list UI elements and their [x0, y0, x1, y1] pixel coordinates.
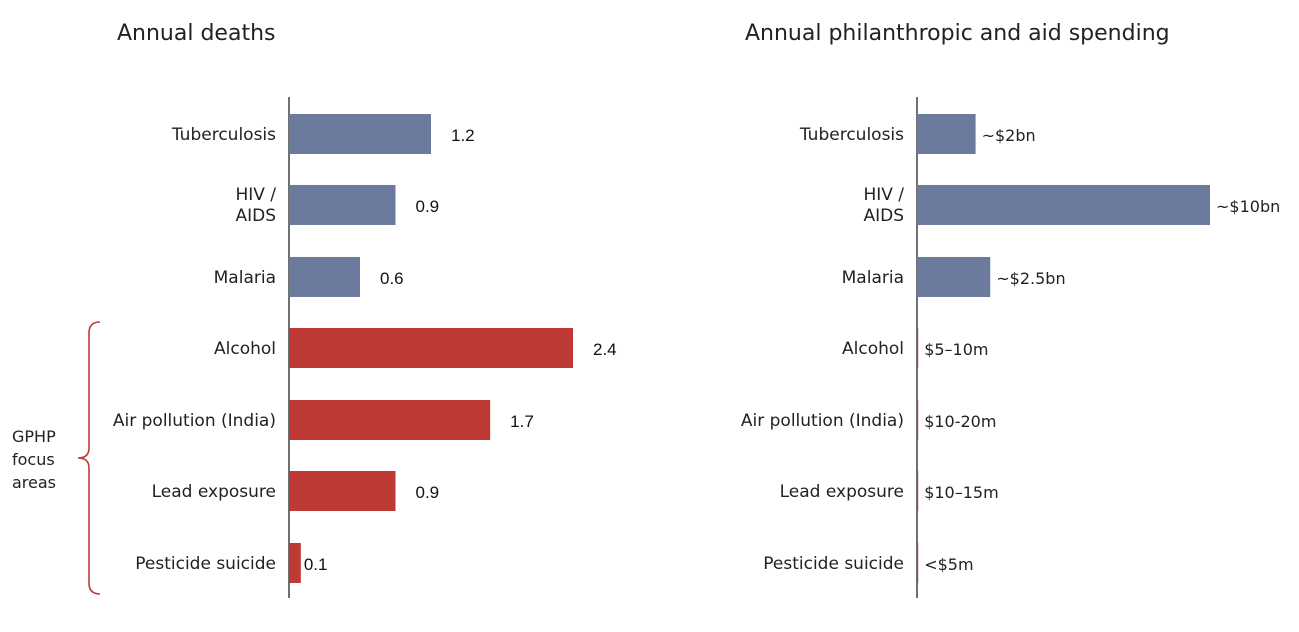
focus-areas-label: GPHP — [12, 427, 56, 446]
deaths-bar — [289, 543, 301, 583]
deaths-data-label: 1.7 — [510, 412, 534, 431]
deaths-bar — [289, 185, 396, 225]
spending-bar — [917, 257, 991, 297]
spending-bar — [917, 185, 1210, 225]
deaths-data-label: 0.6 — [380, 269, 404, 288]
spending-category-label: Lead exposure — [780, 482, 904, 502]
focus-bracket — [77, 321, 101, 595]
deaths-data-label: 0.9 — [416, 483, 440, 502]
spending-bar — [917, 400, 919, 440]
spending-category-label: Alcohol — [842, 339, 904, 359]
deaths-bar — [289, 400, 491, 440]
focus-areas-label: areas — [12, 473, 56, 492]
deaths-data-label: 2.4 — [593, 340, 617, 359]
deaths-data-label: 1.2 — [451, 126, 475, 145]
spending-data-label: <$5m — [924, 555, 973, 574]
focus-areas-annotation: GPHP focus areas — [12, 321, 101, 595]
focus-areas-label: focus — [12, 450, 55, 469]
spending-data-label: ~$2.5bn — [996, 269, 1065, 288]
spending-data-label: $5–10m — [924, 340, 988, 359]
deaths-bar — [289, 257, 360, 297]
deaths-category-label: Pesticide suicide — [135, 554, 276, 574]
deaths-chart-title: Annual deaths — [117, 21, 275, 46]
deaths-bar — [289, 328, 573, 368]
spending-data-label: ~$2bn — [982, 126, 1036, 145]
spending-data-label: $10–15m — [924, 483, 998, 502]
spending-bar — [917, 114, 976, 154]
spending-category-label: HIV / AIDS — [863, 185, 904, 226]
spending-data-label: $10-20m — [924, 412, 996, 431]
deaths-category-label: Tuberculosis — [171, 125, 276, 145]
spending-category-label: Air pollution (India) — [741, 411, 904, 431]
spending-category-label: Malaria — [842, 268, 904, 288]
deaths-category-label: Malaria — [214, 268, 276, 288]
spending-data-label: ~$10bn — [1216, 197, 1280, 216]
spending-panel: Annual philanthropic and aid spending Tub… — [741, 21, 1280, 598]
spending-bar — [917, 471, 919, 511]
spending-bar — [917, 328, 919, 368]
deaths-category-label: Alcohol — [214, 339, 276, 359]
deaths-data-label: 0.1 — [304, 555, 328, 574]
deaths-category-label: HIV / AIDS — [235, 185, 276, 226]
deaths-bar — [289, 471, 396, 511]
deaths-category-label: Air pollution (India) — [113, 411, 276, 431]
deaths-category-label: Lead exposure — [152, 482, 276, 502]
deaths-panel: Annual deaths Tuberculosis 1.2 HIV / AIDS 0.9… — [113, 21, 617, 598]
deaths-data-label: 0.9 — [416, 197, 440, 216]
spending-category-label: Tuberculosis — [799, 125, 904, 145]
spending-category-label: Pesticide suicide — [763, 554, 904, 574]
spending-chart-title: Annual philanthropic and aid spending — [745, 21, 1170, 46]
deaths-bar — [289, 114, 431, 154]
spending-bar — [917, 543, 919, 583]
